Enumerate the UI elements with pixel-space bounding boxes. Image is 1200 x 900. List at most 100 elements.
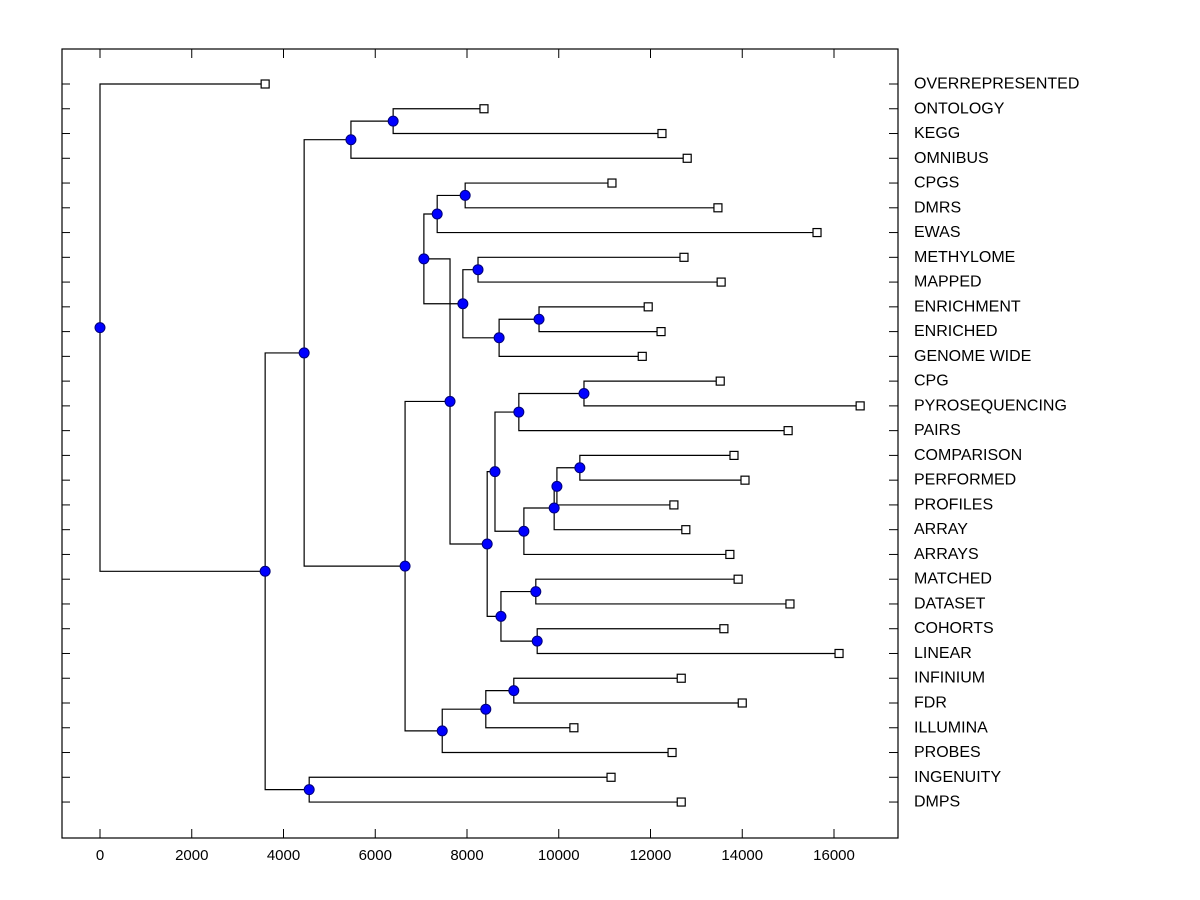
branch-line	[350, 120, 394, 140]
cluster-node-marker	[480, 703, 492, 715]
leaf-label: FDR	[914, 695, 947, 712]
branch-line	[500, 616, 538, 642]
branch-line	[404, 566, 443, 732]
cluster-node-marker	[533, 313, 545, 325]
leaf-label: PAIRS	[914, 422, 961, 439]
x-tick-label: 8000	[450, 847, 483, 864]
leaf-label: COHORTS	[914, 620, 994, 637]
cluster-node-marker	[259, 565, 271, 577]
leaf-markers	[260, 79, 865, 807]
x-tick-label: 16000	[813, 847, 855, 864]
x-axis-tick-labels: 0 2000 4000 6000 8000 10000 12000 14000 16000	[96, 847, 855, 864]
branch-line	[477, 256, 684, 270]
leaf-label: EWAS	[914, 224, 961, 241]
branch-line	[436, 213, 818, 234]
cluster-node-marker	[345, 134, 357, 146]
branch-line	[498, 337, 643, 357]
x-tick-label: 6000	[359, 847, 392, 864]
leaf-marker	[606, 772, 616, 782]
branch-line	[579, 454, 734, 468]
leaf-label: INFINIUM	[914, 670, 985, 687]
branch-line	[556, 486, 674, 506]
leaf-marker	[681, 525, 691, 535]
leaf-marker	[725, 549, 735, 560]
branch-line	[553, 508, 686, 531]
branch-line	[303, 352, 406, 567]
leaf-marker	[783, 426, 793, 436]
cluster-node-marker	[387, 115, 399, 127]
cluster-node-marker	[489, 466, 501, 478]
branch-line	[464, 195, 718, 209]
leaf-marker	[716, 277, 726, 287]
branch-line	[536, 641, 840, 655]
leaf-label: MATCHED	[914, 571, 992, 588]
leaf-label: DMPS	[914, 794, 960, 811]
branch-line	[535, 578, 739, 592]
branch-line	[350, 139, 688, 159]
branch-line	[485, 690, 514, 710]
leaf-label: DATASET	[914, 595, 986, 612]
node-markers	[94, 115, 590, 796]
cluster-node-marker	[418, 253, 430, 265]
branch-line	[486, 543, 501, 617]
leaf-marker	[733, 574, 743, 584]
cluster-node-marker	[472, 264, 484, 276]
leaf-label: INGENUITY	[914, 769, 1001, 786]
leaf-marker	[676, 673, 686, 683]
branch-line	[518, 412, 789, 432]
leaf-label: ONTOLOGY	[914, 100, 1005, 117]
branch-line	[579, 467, 746, 481]
branch-line	[518, 392, 584, 413]
leaf-marker	[643, 302, 653, 312]
branch-line	[441, 730, 673, 754]
cluster-node-marker	[548, 502, 560, 514]
branch-line	[556, 467, 580, 487]
leaf-marker	[479, 104, 489, 114]
branch-line	[536, 628, 724, 642]
branch-line	[583, 380, 721, 394]
dendrogram-branches	[99, 83, 861, 803]
cluster-node-marker	[493, 332, 505, 344]
branch-line	[308, 789, 682, 803]
branch-line	[494, 411, 519, 472]
leaf-label: ARRAYS	[914, 546, 979, 563]
branch-line	[513, 677, 682, 691]
leaf-marker	[713, 203, 723, 213]
cluster-node-marker	[94, 322, 106, 334]
leaf-marker	[834, 648, 844, 659]
leaf-marker	[812, 227, 822, 238]
cluster-node-marker	[574, 462, 586, 474]
branch-line	[523, 531, 730, 556]
leaf-marker	[260, 79, 270, 89]
branch-line	[462, 303, 500, 339]
leaf-label: OMNIBUS	[914, 150, 989, 167]
leaf-label: PROBES	[914, 744, 981, 761]
leaf-marker	[737, 698, 747, 708]
leaf-label: MAPPED	[914, 274, 982, 291]
cluster-node-marker	[530, 586, 542, 598]
leaf-marker	[676, 797, 686, 807]
branch-line	[449, 401, 488, 545]
leaf-labels: OVERREPRESENTED ONTOLOGY KEGG OMNIBUS CPGS DM…	[914, 76, 1079, 811]
branch-line	[423, 258, 463, 305]
branch-line	[264, 352, 305, 572]
leaf-marker	[740, 475, 750, 485]
cluster-node-marker	[298, 347, 310, 359]
leaf-label: DMRS	[914, 199, 961, 216]
branch-line	[477, 269, 722, 283]
leaf-label: OVERREPRESENTED	[914, 76, 1079, 93]
branch-line	[303, 139, 351, 353]
leaf-label: METHYLOME	[914, 249, 1015, 266]
leaf-label: ARRAY	[914, 521, 968, 538]
branch-line	[523, 507, 555, 532]
cluster-node-marker	[399, 560, 411, 572]
leaf-label: ILLUMINA	[914, 719, 988, 736]
cluster-node-marker	[578, 388, 590, 399]
leaf-marker	[669, 500, 679, 510]
branch-line	[583, 393, 861, 407]
leaf-label: GENOME WIDE	[914, 348, 1031, 365]
cluster-node-marker	[457, 298, 469, 310]
branch-line	[462, 269, 479, 304]
cluster-node-marker	[513, 406, 525, 418]
